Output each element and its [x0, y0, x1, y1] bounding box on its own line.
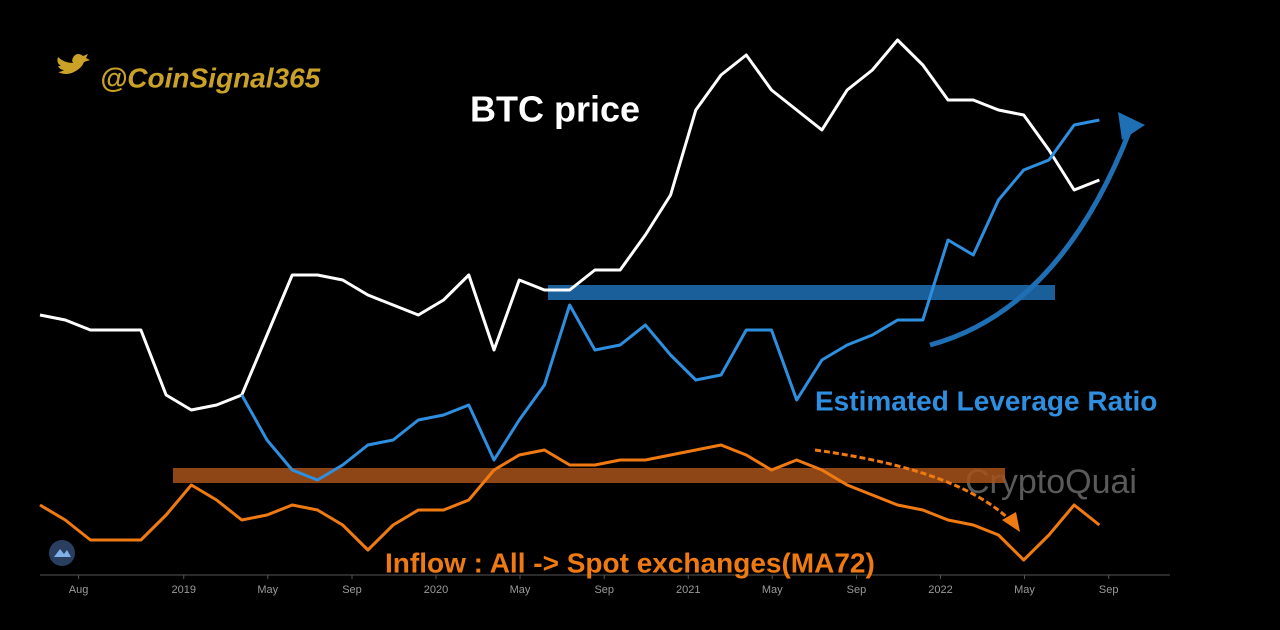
x-tick-label: May [1014, 584, 1035, 596]
series-line [39, 38, 1100, 412]
x-tick-label: 2019 [172, 584, 196, 596]
blue-arrow [929, 129, 1133, 348]
handle: @CoinSignal365 [100, 62, 321, 93]
series-label: Inflow : All -> Spot exchanges(MA72) [385, 547, 875, 578]
x-tick-label: May [510, 584, 531, 596]
orange-arrow [814, 448, 1014, 524]
x-tick-label: Aug [69, 584, 89, 596]
orange-band [173, 468, 1005, 483]
blue-arrow-head [1118, 112, 1145, 140]
twitter-icon [57, 54, 90, 74]
orange-arrow-head [1002, 512, 1020, 532]
plot [39, 38, 1101, 562]
x-tick-label: 2020 [424, 584, 448, 596]
x-tick-label: May [257, 584, 278, 596]
x-tick-label: Sep [847, 584, 867, 596]
logo-mark [54, 549, 71, 557]
x-tick-label: May [762, 584, 783, 596]
series-label: BTC price [470, 89, 640, 130]
x-tick-label: 2022 [928, 584, 952, 596]
x-tick-label: 2021 [676, 584, 700, 596]
x-tick-label: Sep [594, 584, 614, 596]
x-tick-label: Sep [342, 584, 362, 596]
x-tick-label: Sep [1099, 584, 1119, 596]
series-line [240, 118, 1100, 482]
series-label: Estimated Leverage Ratio [815, 385, 1157, 416]
blue-band [548, 285, 1055, 300]
series-line [39, 443, 1101, 562]
